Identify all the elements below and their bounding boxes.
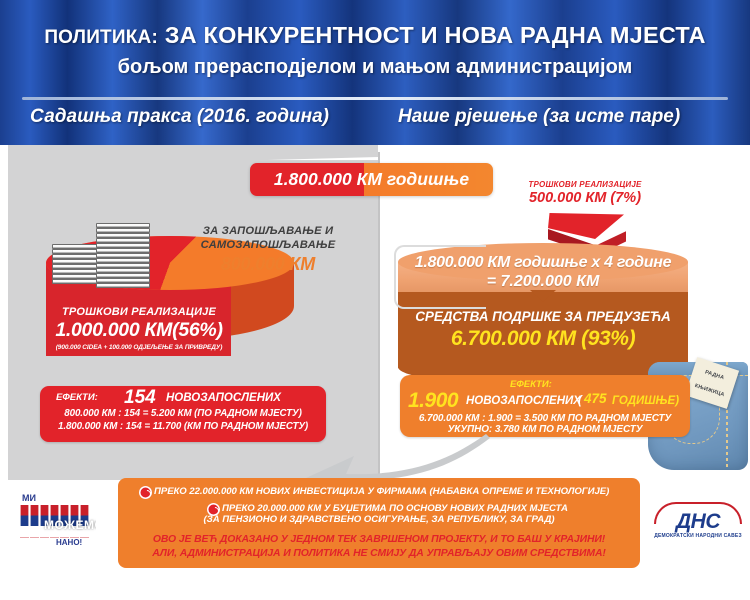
booklet-line2: КЊИЖИЦА [693,382,726,399]
page-title: ПОЛИТИКА: ЗА КОНКУРЕНТНОСТ И НОВА РАДНА … [0,22,750,49]
left-cost-title: ТРОШКОВИ РЕАЛИЗАЦИЈЕ [61,306,217,318]
left-effects-line2: 1.800.000 КМ : 154 = 11.700 (КМ ПО РАДНО… [57,420,309,432]
dns-party-logo: ДНС ДЕМОКРАТСКИ НАРОДНИ САВЕЗ [650,500,746,548]
right-effects-label: ЕФЕКТИ: [510,379,552,390]
right-wedge-title: ТРОШКОВИ РЕАЛИЗАЦИЈЕ [528,180,642,189]
column-label-right: Наше рјешење (за исте паре) [398,106,681,127]
left-effects-number: 154 [124,387,156,408]
right-effects-line1: 6.700.000 КМ : 1.900 = 3.500 КМ ПО РАДНО… [418,413,672,424]
column-label-left: Садашња пракса (2016. година) [30,106,329,127]
banner-bullet-2-line2: (ЗА ПЕНЗИОНО И ЗДРАВСТВЕНО ОСИГУРАЊЕ, ЗА… [203,514,555,525]
left-annotation-line1: ЗА ЗАПОШЉАВАЊЕ И [202,225,334,237]
left-effects-number-word: НОВОЗАПОСЛЕНИХ [166,392,281,404]
right-effects-box: ЕФЕКТИ: 1.900 НОВОЗАПОСЛЕНИХ ( 475 ГОДИШ… [400,375,690,437]
right-wedge-amount: 500.000 КМ (7%) [528,190,642,206]
flag-bars-icon: МОЖЕМО [20,504,96,538]
page-title-main: ЗА КОНКУРЕНТНОСТ И НОВА РАДНА МЈЕСТА [164,22,706,48]
left-employment-annotation: ЗА ЗАПОШЉАВАЊЕ И САМОЗАПОШЉАВАЊЕ 800.000… [183,224,353,275]
right-effects-per-year-number: 475 [584,391,607,406]
right-cylinder-top-ellipse [398,243,688,281]
logo-left-bottom-text: НАНО! [56,538,83,547]
booklet-line1: РАДНА [704,369,725,382]
header-divider [22,97,728,100]
right-cylinder-line2: = 7.200.000 КМ [486,273,600,290]
left-effects-line1: 800.000 КМ : 154 = 5.200 КМ (ПО РАДНОМ М… [64,408,302,419]
paper-stack-icon [96,222,150,288]
right-effects-line2: УКУПНО: 3.780 КМ ПО РАДНОМ МЈЕСТУ [447,424,643,435]
right-effects-number-word: НОВОЗАПОСЛЕНИХ [466,395,581,407]
right-cylinder-outline [394,245,486,309]
left-pie-cost-label: ТРОШКОВИ РЕАЛИЗАЦИЈЕ 1.000.000 КМ(56%) (… [44,306,234,351]
left-effects-box: ЕФЕКТИ: 154 НОВОЗАПОСЛЕНИХ 800.000 КМ : … [40,386,326,442]
curved-arrow-icon [300,430,490,492]
paper-stack-icon [52,242,104,284]
right-effects-number: 1.900 [408,389,459,412]
left-cost-amount: 1.000.000 КМ(56%) [55,319,223,341]
logo-right-abbr: ДНС [676,510,721,533]
left-effects-label: ЕФЕКТИ: [56,392,98,403]
page-subtitle: бољом прерасподјелом и мањом администрац… [117,56,633,78]
right-cylinder-support-band [398,292,688,368]
bottom-banner: ПРЕКО 22.000.000 КМ НОВИХ ИНВЕСТИЦИЈА У … [118,478,640,568]
annual-total-label: 1.800.000 КМ годишње [273,169,470,189]
right-cylinder-line1: 1.800.000 КМ годишње x 4 године [414,254,672,271]
header-banner: ПОЛИТИКА: ЗА КОНКУРЕНТНОСТ И НОВА РАДНА … [0,0,750,145]
logo-right-full-name: ДЕМОКРАТСКИ НАРОДНИ САВЕЗ [654,533,742,539]
banner-red-line-1: ОВО ЈЕ ВЕЋ ДОКАЗАНО У ЈЕДНОМ ТЕК ЗАВРШЕН… [152,534,606,545]
banner-bullet-1: ПРЕКО 22.000.000 КМ НОВИХ ИНВЕСТИЦИЈА У … [154,486,610,497]
left-annotation-line2: САМОЗАПОШЉАВАЊЕ [200,239,336,251]
left-cost-note: (900.000 CIDEA + 100.000 ОДЈЕЉЕЊЕ ЗА ПРИ… [55,344,223,351]
arrow-bullet-icon [139,486,152,499]
mi-mozemo-logo: МИ МОЖЕМО НАНО! [14,493,98,551]
banner-bullet-2-line1: ПРЕКО 20.000.000 КМ У БУЏЕТИМА ПО ОСНОВУ… [222,503,568,514]
right-band-title: СРЕДСТВА ПОДРШКЕ ЗА ПРЕДУЗЕЋА [415,309,671,324]
banner-red-line-2: АЛИ, АДМИНИСТРАЦИЈА И ПОЛИТИКА НЕ СМИЈУ … [152,548,606,559]
logo-left-top-text: МИ [22,493,36,503]
right-effects-paren: ( [578,395,582,407]
right-effects-per-year-word: ГОДИШЊЕ) [612,395,680,407]
panel-divider [378,152,380,480]
left-annotation-amount: 800.000 КМ [220,254,316,274]
page-title-lead: ПОЛИТИКА: [44,27,158,48]
left-pie-red-face [46,300,231,356]
logo-left-mid-text: МОЖЕМО [44,518,96,532]
arrow-bullet-icon [207,503,220,516]
annual-total-badge: 1.800.000 КМ годишње [250,163,493,196]
right-band-amount: 6.700.000 КМ (93%) [450,327,636,350]
right-wedge-annotation: ТРОШКОВИ РЕАЛИЗАЦИЈЕ 500.000 КМ (7%) [505,180,665,206]
